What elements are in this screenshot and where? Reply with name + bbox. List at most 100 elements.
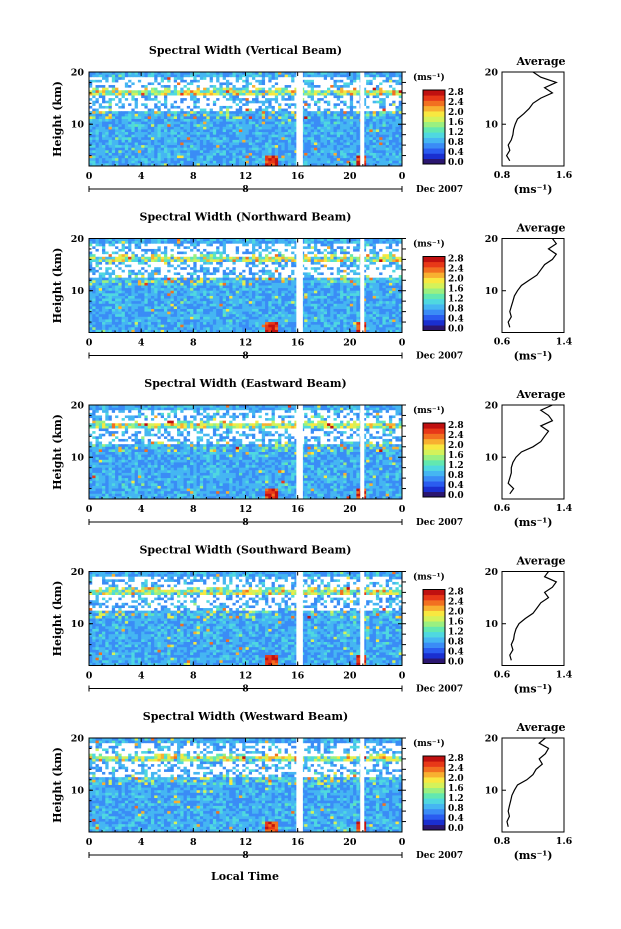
heatmap-cell <box>366 254 370 258</box>
heatmap-cell <box>209 82 214 86</box>
heatmap-cell <box>150 269 155 273</box>
heatmap-cell <box>206 92 211 96</box>
heatmap-cell <box>209 119 214 123</box>
heatmap-cell <box>216 113 220 117</box>
heatmap-cell <box>268 92 272 96</box>
heatmap-cell <box>212 262 217 266</box>
heatmap-cell <box>229 82 233 86</box>
heatmap-cell <box>366 95 370 99</box>
heatmap-cell <box>385 259 390 263</box>
heatmap-cell <box>115 77 119 81</box>
heatmap-cell <box>157 269 162 273</box>
heatmap-cell <box>199 113 204 117</box>
heatmap-cell <box>203 248 207 252</box>
heatmap-cell <box>343 85 347 89</box>
heatmap-cell <box>258 113 263 117</box>
heatmap-cell <box>382 256 387 260</box>
heatmap-cell <box>330 111 334 115</box>
heatmap-cell <box>235 132 240 136</box>
heatmap-cell <box>343 248 347 252</box>
heatmap-cell <box>160 124 165 128</box>
heatmap-cell <box>395 92 400 96</box>
heatmap-cell <box>105 90 109 94</box>
heatmap-cell <box>95 111 100 115</box>
heatmap-cell <box>170 132 175 136</box>
heatmap-cell <box>382 238 387 242</box>
heatmap-cell <box>281 238 286 242</box>
heatmap-cell <box>108 152 113 156</box>
heatmap-cell <box>209 160 214 164</box>
heatmap-cell <box>385 87 390 91</box>
heatmap-cell <box>268 105 272 109</box>
heatmap-cell <box>232 98 237 102</box>
heatmap-cell <box>268 95 272 99</box>
heatmap-cell <box>102 129 106 133</box>
heatmap-cell <box>327 124 331 128</box>
heatmap-cell <box>362 158 367 162</box>
heatmap-cell <box>141 116 145 120</box>
heatmap-cell <box>333 79 338 83</box>
heatmap-cell <box>336 134 341 138</box>
heatmap-cell <box>92 111 96 115</box>
heatmap-cell <box>379 72 383 76</box>
heatmap-cell <box>89 74 93 78</box>
heatmap-cell <box>105 108 109 112</box>
heatmap-cell <box>265 111 269 115</box>
heatmap-cell <box>173 272 178 276</box>
heatmap-cell <box>144 160 149 164</box>
profile-unit: (ms⁻¹) <box>514 183 553 196</box>
heatmap-cell <box>163 95 168 99</box>
heatmap-cell <box>212 92 217 96</box>
heatmap-cell <box>216 103 220 107</box>
heatmap-cell <box>111 92 116 96</box>
heatmap-cell <box>186 129 191 133</box>
heatmap-cell <box>167 241 171 245</box>
heatmap-cell <box>124 158 129 162</box>
heatmap-cell <box>98 132 103 136</box>
heatmap-cell <box>258 82 263 86</box>
heatmap-cell <box>111 145 116 149</box>
heatmap-cell <box>203 241 207 245</box>
heatmap-cell <box>307 241 312 245</box>
heatmap-cell <box>229 137 233 141</box>
heatmap-cell <box>157 155 162 159</box>
heatmap-cell <box>121 264 126 268</box>
heatmap-cell <box>356 241 361 245</box>
heatmap-cell <box>317 142 321 146</box>
heatmap-cell <box>89 152 93 156</box>
heatmap-cell <box>248 103 253 107</box>
heatmap-cell <box>196 145 201 149</box>
heatmap-cell <box>225 272 230 276</box>
heatmap-cell <box>362 147 367 151</box>
heatmap-cell <box>307 103 312 107</box>
heatmap-cell <box>167 74 171 78</box>
heatmap-cell <box>353 95 357 99</box>
heatmap-cell <box>183 267 188 271</box>
heatmap-cell <box>366 246 370 250</box>
heatmap-cell <box>388 74 393 78</box>
heatmap-cell <box>294 139 299 143</box>
heatmap-cell <box>150 124 155 128</box>
heatmap-cell <box>98 87 103 91</box>
heatmap-cell <box>261 246 266 250</box>
heatmap-cell <box>212 272 217 276</box>
heatmap-cell <box>124 256 129 260</box>
heatmap-cell <box>242 139 246 143</box>
heatmap-cell <box>366 155 370 159</box>
heatmap-cell <box>248 90 253 94</box>
heatmap-cell <box>95 72 100 76</box>
heatmap-cell <box>323 251 328 255</box>
heatmap-cell <box>190 111 194 115</box>
heatmap-cell <box>258 121 263 125</box>
heatmap-cell <box>206 139 211 143</box>
heatmap-cell <box>206 124 211 128</box>
heatmap-cell <box>118 85 122 89</box>
heatmap-cell <box>291 241 295 245</box>
heatmap-cell <box>310 142 315 146</box>
heatmap-cell <box>95 85 100 89</box>
heatmap-cell <box>105 111 109 115</box>
heatmap-cell <box>157 264 162 268</box>
heatmap-cell <box>278 248 282 252</box>
heatmap-cell <box>327 90 331 94</box>
heatmap-cell <box>108 98 113 102</box>
